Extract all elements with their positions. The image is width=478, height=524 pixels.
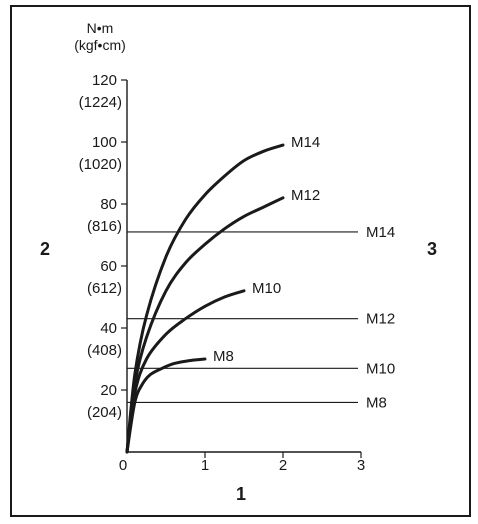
y-tick-label-kgf: (1020): [79, 156, 122, 173]
curve-m8: [125, 357, 207, 454]
curve-label-m12: M12: [291, 187, 320, 204]
y-tick-label-kgf: (408): [87, 342, 122, 359]
y-unit-label-kgf: (kgf•cm): [74, 37, 126, 53]
chart-frame: [10, 5, 471, 517]
x-tick-label: 2: [279, 457, 287, 474]
y-tick-label-kgf: (816): [87, 218, 122, 235]
y-tick-label-nm: 60: [100, 258, 117, 275]
y-tick-label-nm: 40: [100, 320, 117, 337]
y-tick-label-nm: 120: [92, 72, 117, 89]
x-tick-label: 3: [357, 457, 365, 474]
x-tick-label: 0: [119, 457, 127, 474]
reference-group-callout: 3: [427, 239, 437, 259]
curve-m12: [125, 196, 285, 454]
curve-m10: [125, 289, 246, 454]
curve-label-m14: M14: [291, 134, 320, 151]
y-tick-label-nm: 20: [100, 382, 117, 399]
reference-label-m10: M10: [366, 360, 395, 377]
reference-label-m8: M8: [366, 394, 387, 411]
curve-m14: [125, 143, 285, 454]
y-axis-callout: 2: [40, 239, 50, 259]
y-tick-label-kgf: (1224): [79, 94, 122, 111]
curve-label-m8: M8: [213, 348, 234, 365]
y-tick-label-kgf: (204): [87, 404, 122, 421]
y-tick-label-nm: 100: [92, 134, 117, 151]
y-tick-label-nm: 80: [100, 196, 117, 213]
curve-label-m10: M10: [252, 280, 281, 297]
reference-label-m14: M14: [366, 224, 395, 241]
reference-label-m12: M12: [366, 311, 395, 328]
x-tick-label: 1: [201, 457, 209, 474]
y-unit-label-nm: N•m: [87, 20, 114, 36]
x-axis-callout: 1: [236, 484, 246, 504]
y-tick-label-kgf: (612): [87, 280, 122, 297]
